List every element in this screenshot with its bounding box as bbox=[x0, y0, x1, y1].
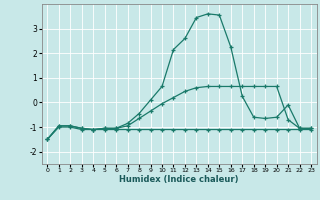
X-axis label: Humidex (Indice chaleur): Humidex (Indice chaleur) bbox=[119, 175, 239, 184]
